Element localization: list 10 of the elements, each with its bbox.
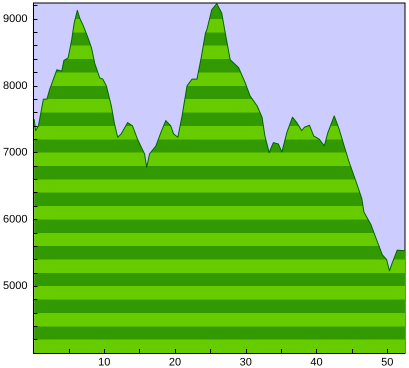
y-tick-label: 6000 <box>2 213 28 226</box>
y-tick-label: 7000 <box>2 146 28 159</box>
x-tick-label: 10 <box>98 356 110 368</box>
y-tick-label: 8000 <box>2 80 28 92</box>
x-tick-label: 30 <box>240 356 252 368</box>
x-tick-label: 40 <box>310 356 323 368</box>
y-tick-label: 9000 <box>2 13 28 26</box>
y-tick-label: 5000 <box>2 280 28 292</box>
x-tick-label: 20 <box>168 356 182 368</box>
x-tick-label: 50 <box>381 356 394 368</box>
